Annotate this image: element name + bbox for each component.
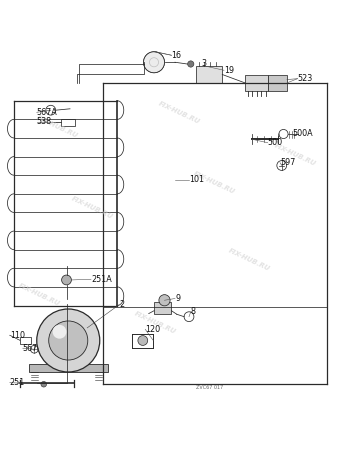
Text: 500: 500 bbox=[268, 138, 283, 147]
Text: FIX-HUB.RU: FIX-HUB.RU bbox=[133, 310, 176, 335]
Text: 597: 597 bbox=[280, 158, 295, 167]
Text: FIX-HUB.RU: FIX-HUB.RU bbox=[70, 195, 113, 220]
Text: 120: 120 bbox=[145, 325, 160, 334]
Text: 19: 19 bbox=[224, 66, 234, 75]
Text: FIX-HUB.RU: FIX-HUB.RU bbox=[273, 143, 316, 167]
Text: 251: 251 bbox=[10, 378, 25, 387]
Text: 567A: 567A bbox=[37, 108, 57, 117]
Circle shape bbox=[159, 295, 170, 306]
Circle shape bbox=[62, 275, 71, 285]
Text: ZVC67 017: ZVC67 017 bbox=[196, 385, 224, 390]
Text: 16: 16 bbox=[172, 51, 182, 60]
Circle shape bbox=[138, 336, 148, 346]
Circle shape bbox=[37, 309, 100, 372]
Circle shape bbox=[144, 52, 164, 73]
Text: 3: 3 bbox=[201, 59, 206, 68]
Text: 523: 523 bbox=[298, 74, 313, 83]
Circle shape bbox=[188, 61, 194, 67]
Circle shape bbox=[52, 325, 66, 339]
Bar bbox=[154, 302, 172, 314]
Text: FIX-HUB.RU: FIX-HUB.RU bbox=[35, 115, 78, 140]
Bar bbox=[61, 119, 75, 126]
Bar bbox=[29, 364, 108, 372]
Bar bbox=[196, 66, 222, 83]
Text: FIX-HUB.RU: FIX-HUB.RU bbox=[228, 248, 271, 272]
Text: FIX-HUB.RU: FIX-HUB.RU bbox=[18, 283, 61, 307]
Text: 9: 9 bbox=[175, 294, 180, 303]
Text: 251A: 251A bbox=[91, 275, 112, 284]
Text: 2: 2 bbox=[119, 300, 124, 309]
Text: 567: 567 bbox=[23, 344, 38, 353]
Text: 538: 538 bbox=[37, 117, 52, 126]
Text: 8: 8 bbox=[191, 307, 196, 316]
Text: FIX-HUB.RU: FIX-HUB.RU bbox=[158, 101, 201, 125]
Circle shape bbox=[41, 382, 47, 387]
Text: 500A: 500A bbox=[292, 130, 313, 139]
Text: 101: 101 bbox=[189, 175, 204, 184]
Bar bbox=[245, 75, 268, 91]
Text: FIX-HUB.RU: FIX-HUB.RU bbox=[193, 171, 236, 195]
Text: 110: 110 bbox=[10, 331, 25, 340]
Bar bbox=[20, 337, 31, 344]
Bar bbox=[268, 75, 287, 91]
Circle shape bbox=[49, 321, 88, 360]
